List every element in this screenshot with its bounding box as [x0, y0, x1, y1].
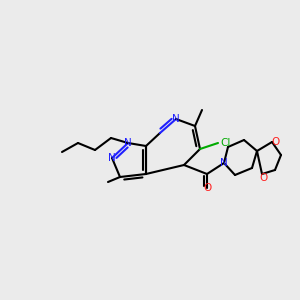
Text: N: N	[172, 114, 180, 124]
Text: O: O	[272, 137, 280, 147]
Text: O: O	[203, 183, 211, 193]
Text: N: N	[108, 153, 116, 163]
Text: Cl: Cl	[221, 138, 231, 148]
Text: N: N	[124, 138, 132, 148]
Text: O: O	[260, 173, 268, 183]
Text: N: N	[220, 158, 228, 168]
